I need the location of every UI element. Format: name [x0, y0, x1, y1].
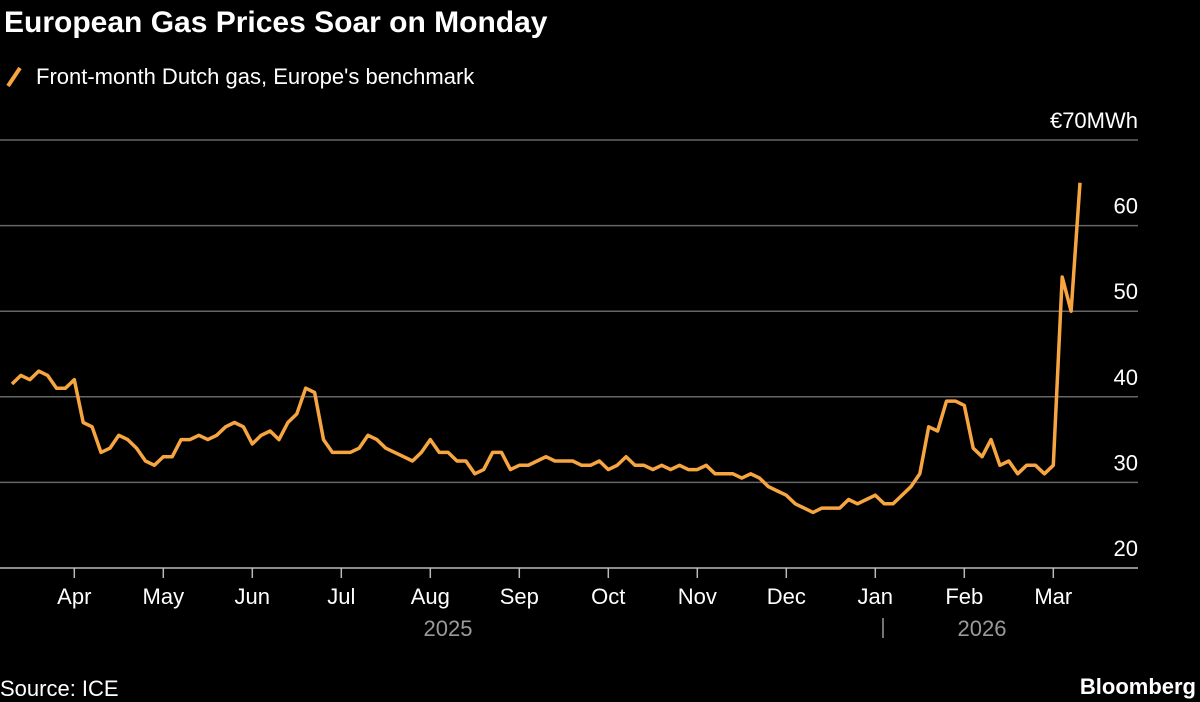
x-tick-label: Dec: [767, 584, 806, 609]
x-tick-label: Mar: [1034, 584, 1072, 609]
legend-swatch: [6, 66, 22, 88]
x-tick-label: Apr: [57, 584, 91, 609]
x-tick-label: Aug: [411, 584, 450, 609]
y-tick-label: 30: [1114, 450, 1138, 475]
source: Source: ICE: [0, 676, 119, 701]
year-label: 2026: [958, 616, 1007, 641]
x-tick-label: Jun: [235, 584, 270, 609]
year-label: 2025: [424, 616, 473, 641]
y-tick-label: 40: [1114, 365, 1138, 390]
x-tick-label: Jan: [858, 584, 893, 609]
x-tick-label: Jul: [327, 584, 355, 609]
price-line: [10, 182, 1082, 515]
x-tick-label: Sep: [500, 584, 539, 609]
chart-title: European Gas Prices Soar on Monday: [4, 6, 548, 39]
brand: Bloomberg: [1080, 674, 1196, 699]
x-tick-label: May: [143, 584, 185, 609]
y-tick-label: €70MWh: [1050, 108, 1138, 133]
y-tick-label: 60: [1114, 194, 1138, 219]
x-tick-label: Nov: [678, 584, 717, 609]
y-tick-label: 20: [1114, 536, 1138, 561]
x-tick-label: Oct: [591, 584, 625, 609]
y-tick-label: 50: [1114, 279, 1138, 304]
x-tick-label: Feb: [945, 584, 983, 609]
legend-label: Front-month Dutch gas, Europe's benchmar…: [36, 64, 475, 89]
